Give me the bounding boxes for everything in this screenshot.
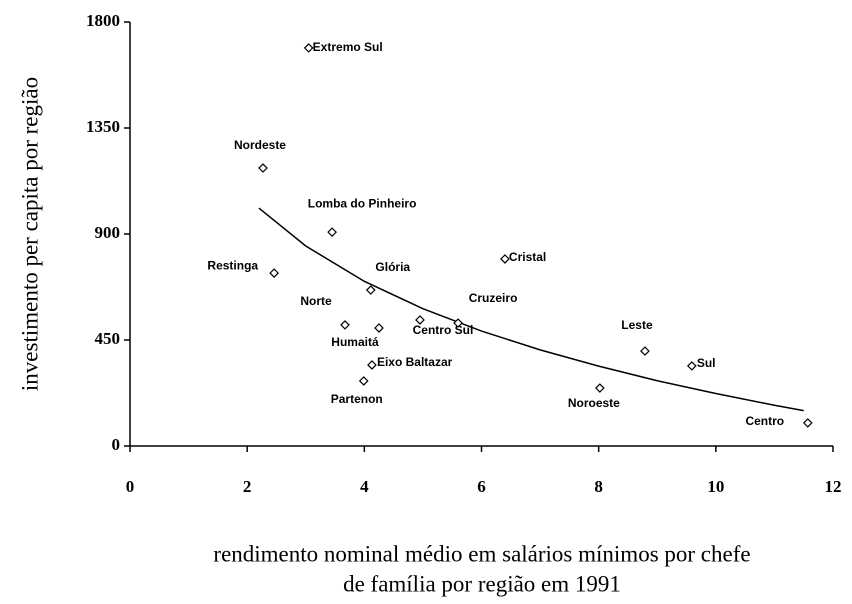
point (415, 315, 425, 325)
y-tick-label: 900 (95, 223, 121, 242)
point (594, 383, 605, 393)
point (453, 318, 463, 328)
point-label: Eixo Baltazar (377, 355, 453, 369)
y-axis-label: investimento per capita por região (17, 77, 42, 391)
point-label: Restinga (207, 258, 258, 272)
point-label: Norte (300, 294, 332, 308)
y-tick-label: 450 (95, 329, 121, 348)
point-label: Leste (621, 318, 653, 332)
point-label: Sul (697, 356, 716, 370)
point (365, 285, 376, 295)
point (269, 268, 279, 278)
point (640, 346, 650, 356)
x-tick-label: 2 (243, 477, 252, 496)
point (358, 376, 369, 386)
point (340, 320, 350, 330)
point-label: Lomba do Pinheiro (308, 196, 417, 210)
point (500, 254, 510, 264)
point (802, 418, 813, 428)
x-axis-label: de família por região em 1991 (343, 571, 621, 596)
point (303, 43, 314, 53)
point-label: Centro (745, 414, 784, 428)
trend-line (258, 207, 804, 412)
point-label: Centro Sul (413, 323, 474, 337)
point (686, 361, 697, 371)
x-tick-label: 12 (825, 477, 842, 496)
point-label: Partenon (331, 392, 383, 406)
x-tick-label: 4 (360, 477, 369, 496)
point-label: Humaitá (331, 335, 379, 349)
point-label: Extremo Sul (313, 40, 383, 54)
y-tick-label: 1350 (86, 117, 120, 136)
point-label: Cruzeiro (469, 291, 518, 305)
x-tick-label: 0 (126, 477, 135, 496)
x-axis-label: rendimento nominal médio em salários mín… (213, 541, 750, 566)
point (258, 163, 268, 173)
point-label: Noroeste (568, 396, 620, 410)
point-label: Glória (375, 260, 410, 274)
point (327, 227, 337, 237)
x-tick-label: 10 (707, 477, 724, 496)
point (367, 360, 377, 370)
y-tick-label: 0 (112, 435, 121, 454)
point (374, 323, 384, 333)
x-tick-label: 8 (594, 477, 603, 496)
y-tick-label: 1800 (86, 11, 120, 30)
x-tick-label: 6 (477, 477, 486, 496)
point-label: Cristal (509, 250, 546, 264)
point-label: Nordeste (234, 138, 286, 152)
